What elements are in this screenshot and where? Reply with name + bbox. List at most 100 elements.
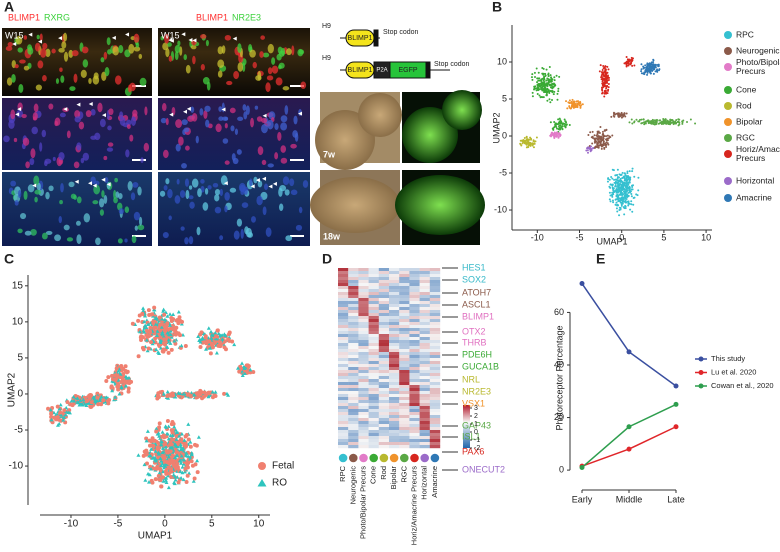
heat-cell (369, 328, 379, 331)
cell-dot (622, 172, 624, 174)
heat-cell (338, 445, 348, 448)
heat-cell (369, 295, 379, 298)
nucleus (185, 178, 189, 186)
heat-cell (399, 325, 409, 328)
nucleus (128, 44, 134, 54)
cell-dot (673, 122, 675, 124)
cell-dot (608, 83, 610, 85)
nucleus (79, 122, 84, 130)
heat-cell (420, 367, 430, 370)
heat-cell (389, 322, 399, 325)
cell-dot (609, 187, 611, 189)
cell-dot (623, 213, 625, 215)
nucleus (17, 229, 22, 234)
scale-label: -2 (474, 445, 480, 452)
heat-cell (420, 319, 430, 322)
gene-label: PDE6H (462, 349, 492, 359)
data-point (674, 384, 679, 389)
heat-cell (338, 361, 348, 364)
cell-dot (557, 90, 559, 92)
nucleus (71, 194, 76, 199)
heat-cell (409, 385, 419, 388)
nucleus (241, 229, 244, 239)
heat-cell (420, 418, 430, 421)
nucleus (200, 34, 206, 39)
heat-cell (348, 295, 358, 298)
heat-cell (430, 331, 440, 334)
cell-dot (172, 327, 176, 331)
cell-dot (616, 195, 618, 197)
cell-dot (171, 460, 175, 464)
cell-dot (151, 444, 155, 448)
cell-dot (124, 364, 128, 368)
nucleus (225, 35, 231, 41)
heat-cell (430, 394, 440, 397)
heat-cell (338, 367, 348, 370)
cell-dot (533, 140, 535, 142)
heat-cell (420, 292, 430, 295)
heat-cell (430, 283, 440, 286)
cell-dot (604, 68, 606, 70)
nucleus (67, 237, 73, 241)
heat-cell (379, 328, 389, 331)
nucleus (259, 51, 264, 58)
cell-dot (634, 120, 636, 122)
cell-dot (587, 152, 589, 154)
nucleus (42, 233, 48, 240)
heat-cell (430, 388, 440, 391)
cell-dot (150, 313, 154, 317)
heat-cell (399, 415, 409, 418)
cell-dot (596, 133, 598, 135)
heat-cell (358, 373, 368, 376)
nucleus (132, 110, 137, 117)
nucleus (279, 203, 283, 211)
heat-cell (358, 376, 368, 379)
heat-cell (348, 304, 358, 307)
heat-cell (358, 313, 368, 316)
heat-cell (369, 382, 379, 385)
heat-cell (358, 379, 368, 382)
series-line (582, 404, 676, 467)
cell-dot (631, 185, 633, 187)
nucleus (60, 113, 66, 118)
nucleus (37, 35, 40, 40)
heat-cell (430, 382, 440, 385)
nucleus (244, 189, 248, 195)
heat-cell (430, 292, 440, 295)
cell-dot (165, 449, 169, 453)
heat-cell (399, 328, 409, 331)
heat-cell (379, 373, 389, 376)
heat-cell (409, 427, 419, 430)
heat-cell (369, 313, 379, 316)
heat-cell (399, 430, 409, 433)
heat-cell (379, 445, 389, 448)
cell-dot (599, 132, 601, 134)
cell-dot (145, 333, 149, 337)
heat-cell (389, 376, 399, 379)
y-tick-label: 20 (554, 412, 564, 422)
cell-dot (627, 179, 629, 181)
heat-cell (420, 382, 430, 385)
cell-dot (541, 81, 543, 83)
heat-cell (338, 439, 348, 442)
nucleus (166, 118, 169, 125)
heat-cell (420, 277, 430, 280)
heat-cell (399, 394, 409, 397)
nucleus (167, 189, 172, 198)
x-tick-label: 5 (209, 519, 215, 530)
heat-cell (379, 268, 389, 271)
cell-dot (519, 143, 521, 145)
cell-dot (627, 182, 629, 184)
nucleus (104, 195, 108, 204)
nucleus (185, 145, 190, 150)
heat-cell (389, 436, 399, 439)
heat-cell (430, 427, 440, 430)
heat-cell (348, 388, 358, 391)
cell-dot (616, 198, 618, 200)
cluster-dot (410, 454, 419, 463)
heat-cell (430, 289, 440, 292)
heat-cell (399, 334, 409, 337)
nucleus (103, 156, 107, 160)
cell-dot (52, 416, 56, 420)
cell-dot (618, 116, 620, 118)
